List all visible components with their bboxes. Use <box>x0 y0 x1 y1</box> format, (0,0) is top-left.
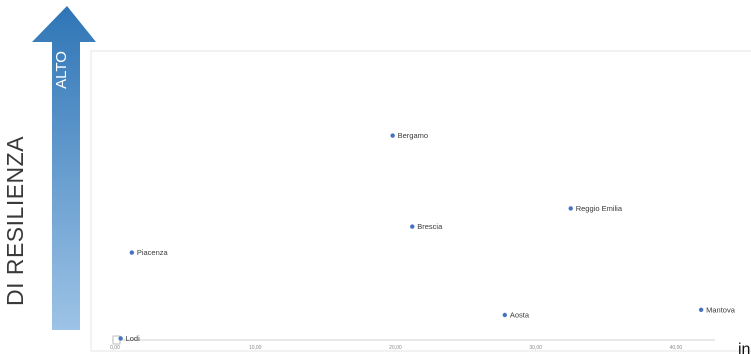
overflow-text: in <box>738 341 750 354</box>
point-label: Mantova <box>706 305 736 314</box>
point-label: Lodi <box>126 334 141 343</box>
point-label: Reggio Emilia <box>576 204 623 213</box>
point-label: Piacenza <box>137 248 169 257</box>
data-point <box>390 133 395 138</box>
point-label: Brescia <box>417 222 443 231</box>
data-point <box>118 336 123 341</box>
x-tick-label: 40,00 <box>670 345 683 351</box>
data-point <box>410 224 415 229</box>
data-points: Lodi Piacenza Bergamo Brescia Reggio Emilia A… <box>118 131 736 343</box>
data-point <box>568 206 573 211</box>
chart-frame <box>90 50 751 352</box>
x-tick-label: 20,00 <box>389 345 402 351</box>
y-axis-title: DI RESILIENZA <box>2 136 28 306</box>
x-tick-label: 30,00 <box>529 345 542 351</box>
arrow-label-alto: ALTO <box>53 51 70 89</box>
resilience-arrow-icon <box>32 6 96 330</box>
point-label: Aosta <box>510 311 530 320</box>
data-point <box>502 312 508 318</box>
point-label: Bergamo <box>398 131 428 140</box>
x-tick-labels: 0,00 10,00 20,00 30,00 40,00 <box>110 345 682 351</box>
x-tick-label: 0,00 <box>110 345 120 351</box>
data-point <box>129 250 135 255</box>
x-tick-label: 10,00 <box>249 345 262 351</box>
data-point <box>698 307 704 312</box>
